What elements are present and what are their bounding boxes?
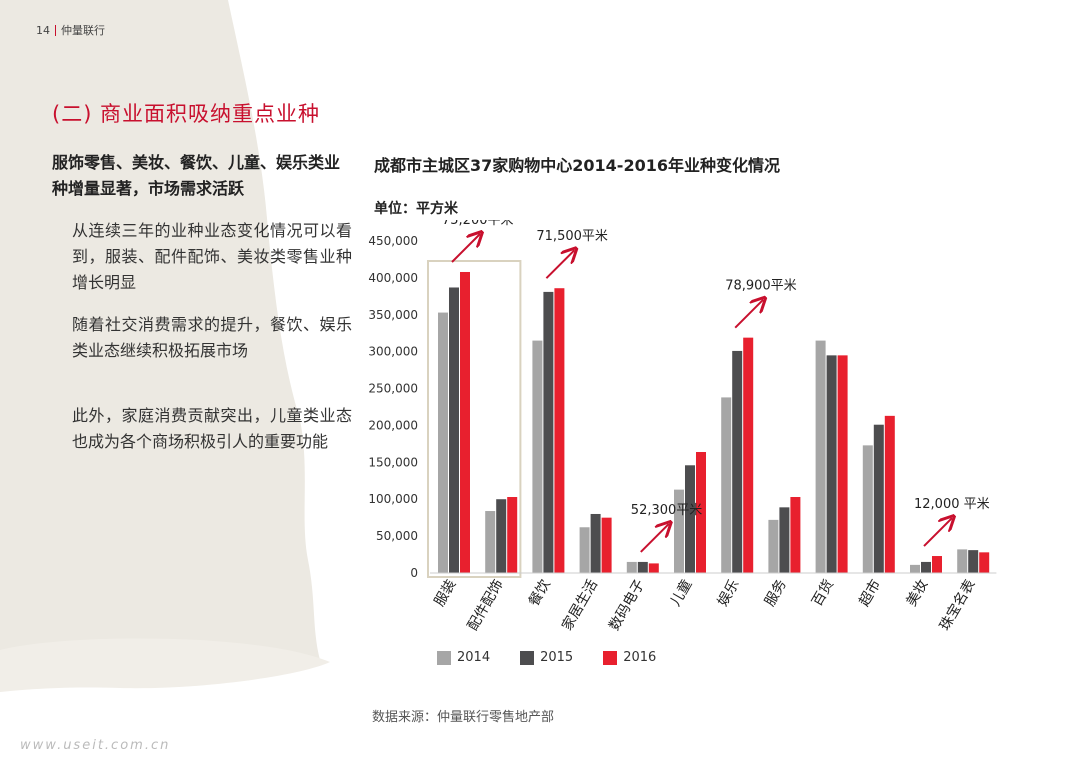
growth-annotation: 12,000 平米 xyxy=(914,497,990,512)
y-tick-label: 150,000 xyxy=(368,455,418,469)
y-tick-label: 50,000 xyxy=(376,529,418,543)
bar-2016 xyxy=(884,415,895,573)
legend-swatch-2016 xyxy=(603,650,618,665)
bar-2014 xyxy=(721,397,732,573)
header-divider xyxy=(55,24,56,36)
y-tick-label: 300,000 xyxy=(368,345,418,359)
y-tick-label: 400,000 xyxy=(368,271,418,285)
x-tick-label: 超市 xyxy=(856,577,885,610)
bar-2016 xyxy=(554,288,565,573)
bar-2015 xyxy=(449,287,459,573)
growth-annotation: 52,300平米 xyxy=(631,503,703,518)
bar-2015 xyxy=(732,350,743,573)
section-title: (二) 商业面积吸纳重点业种 xyxy=(52,102,321,126)
y-tick-label: 0 xyxy=(410,566,418,580)
bar-2016 xyxy=(696,452,706,573)
bar-2014 xyxy=(862,445,873,573)
legend-item-2015: 2015 xyxy=(520,650,573,665)
data-source: 数据来源：仲量联行零售地产部 xyxy=(372,710,555,725)
y-tick-label: 350,000 xyxy=(368,308,418,322)
x-tick-label: 餐饮 xyxy=(526,577,554,609)
bar-2014 xyxy=(674,489,684,573)
x-tick-label: 服装 xyxy=(432,577,460,609)
bar-2014 xyxy=(815,340,826,573)
chart-unit-label: 单位：平方米 xyxy=(374,201,458,217)
bar-2014 xyxy=(768,519,779,573)
bar-2015 xyxy=(873,424,884,573)
bar-2014 xyxy=(532,340,543,573)
bar-2016 xyxy=(460,271,470,573)
bar-2015 xyxy=(685,465,695,573)
legend-label-2014: 2014 xyxy=(457,650,491,665)
growth-arrow xyxy=(545,250,574,279)
y-tick-label: 100,000 xyxy=(368,492,418,506)
x-tick-label: 家居生活 xyxy=(558,577,601,634)
y-tick-label: 200,000 xyxy=(368,418,418,432)
page-number: 14 xyxy=(36,23,50,37)
bar-2016 xyxy=(837,355,848,573)
bar-2014 xyxy=(957,549,968,573)
x-tick-label: 美妆 xyxy=(904,577,932,609)
growth-annotation: 75,200平米 xyxy=(442,220,514,228)
bar-2015 xyxy=(968,550,979,573)
bullet-3: 此外，家庭消费贡献突出，儿童类业态也成为各个商场积极引人的重要功能 xyxy=(72,406,352,451)
brand-name: 仲量联行 xyxy=(61,24,105,37)
highlight-box xyxy=(427,260,522,578)
page-header: 14 仲量联行 xyxy=(36,22,105,38)
legend-swatch-2014 xyxy=(437,650,451,665)
bar-2015 xyxy=(779,507,790,573)
growth-annotation: 78,900平米 xyxy=(725,279,797,294)
legend-label-2016: 2016 xyxy=(623,650,657,665)
x-tick-label: 服务 xyxy=(762,577,790,609)
y-tick-label: 250,000 xyxy=(368,382,418,396)
bar-2015 xyxy=(590,513,601,573)
growth-arrow xyxy=(734,300,763,329)
growth-arrow xyxy=(923,518,952,547)
y-tick-label: 450,000 xyxy=(368,234,418,248)
bar-2016 xyxy=(507,497,518,573)
watermark: www.useit.com.cn xyxy=(20,738,171,753)
chart-legend: 2014 2015 2016 xyxy=(437,650,686,665)
bar-2015 xyxy=(826,355,837,573)
bar-chart: 0 50,000 100,000 150,000 200,000 250,000 300,0… xyxy=(368,220,997,634)
legend-item-2016: 2016 xyxy=(603,650,656,665)
bullet-1: 从连续三年的业种业态变化情况可以看到，服装、配件配饰、美妆类零售业种增长明显 xyxy=(72,221,352,292)
bar-2015 xyxy=(543,291,554,573)
bar-2014 xyxy=(626,561,637,573)
x-tick-label: 配件配饰 xyxy=(465,577,507,633)
growth-arrow xyxy=(640,524,669,553)
bar-2016 xyxy=(932,556,942,573)
bullet-2: 随着社交消费需求的提升，餐饮、娱乐类业态继续积极拓展市场 xyxy=(72,315,352,360)
bar-2016 xyxy=(979,552,990,573)
legend-swatch-2015 xyxy=(520,650,535,665)
x-tick-label: 数码电子 xyxy=(606,577,648,633)
bar-2015 xyxy=(637,561,648,573)
bar-2014 xyxy=(910,564,920,573)
growth-annotation: 71,500平米 xyxy=(536,229,608,244)
legend-label-2015: 2015 xyxy=(540,650,574,665)
bar-2016 xyxy=(648,563,659,573)
lead-text: 服饰零售、美妆、餐饮、儿童、娱乐类业种增量显著，市场需求活跃 xyxy=(52,153,341,198)
bar-2014 xyxy=(485,511,496,573)
x-tick-label: 百货 xyxy=(808,577,837,610)
x-tick-label: 儿童 xyxy=(667,577,696,610)
bar-2014 xyxy=(579,527,590,573)
bar-2014 xyxy=(438,312,448,573)
bar-2016 xyxy=(790,497,801,573)
growth-arrow xyxy=(451,234,480,263)
legend-item-2014: 2014 xyxy=(437,650,490,665)
bar-2016 xyxy=(743,337,754,573)
bar-2015 xyxy=(496,499,507,573)
x-tick-label: 珠宝名表 xyxy=(937,577,979,633)
chart-title: 成都市主城区37家购物中心2014-2016年业种变化情况 xyxy=(374,156,780,175)
x-tick-label: 娱乐 xyxy=(715,577,743,609)
bar-2016 xyxy=(601,517,612,573)
bar-2015 xyxy=(921,561,931,573)
